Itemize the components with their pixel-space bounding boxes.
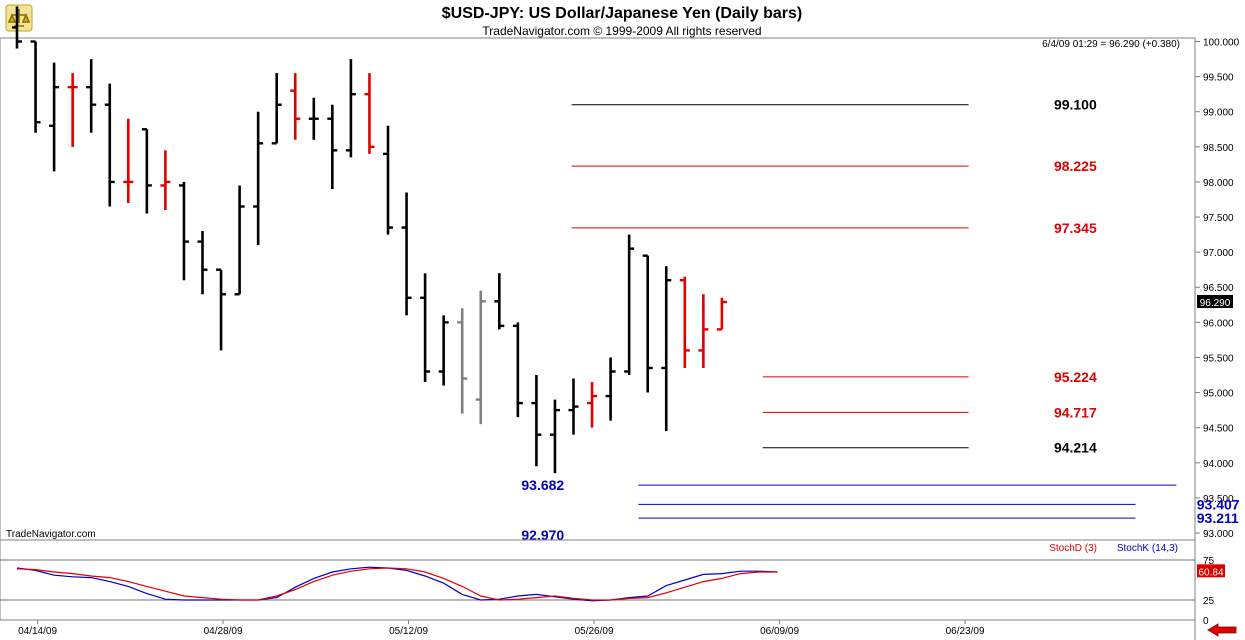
level-label: 95.224 bbox=[1054, 369, 1097, 385]
price-bar bbox=[457, 308, 468, 414]
date-tick-label: 04/14/09 bbox=[18, 626, 57, 637]
price-bar bbox=[698, 294, 709, 368]
price-tick-label: 100.000 bbox=[1203, 38, 1240, 49]
price-tick-label: 96.500 bbox=[1203, 283, 1234, 294]
price-bar bbox=[12, 6, 22, 49]
price-bar bbox=[141, 128, 152, 214]
stoch-last-value: 60.84 bbox=[1198, 567, 1223, 578]
stoch-tick-label: 0 bbox=[1203, 616, 1209, 627]
last-price-label: 96.290 bbox=[1200, 298, 1231, 309]
price-bar bbox=[661, 266, 672, 432]
price-bar bbox=[86, 59, 97, 133]
price-bar bbox=[383, 125, 393, 235]
price-bar bbox=[401, 192, 412, 316]
price-bars bbox=[12, 6, 727, 474]
price-bar bbox=[234, 185, 245, 296]
level-label: 93.407 bbox=[1197, 496, 1240, 512]
stoch-k-legend: StochK (14,3) bbox=[1117, 543, 1178, 554]
level-label: 99.100 bbox=[1054, 97, 1097, 113]
price-bar bbox=[679, 276, 690, 368]
stoch-k-line bbox=[16, 566, 778, 602]
date-tick-label: 05/26/09 bbox=[575, 626, 614, 637]
price-bar bbox=[123, 118, 134, 203]
level-label: 98.225 bbox=[1054, 158, 1097, 174]
price-bar bbox=[104, 83, 115, 207]
price-bar bbox=[271, 73, 282, 145]
price-bar bbox=[345, 59, 356, 158]
stochastic-panel bbox=[0, 539, 1196, 621]
price-bar bbox=[197, 231, 208, 295]
price-tick-label: 95.000 bbox=[1203, 389, 1234, 400]
date-tick-label: 05/12/09 bbox=[389, 626, 428, 637]
stoch-last-marker: 60.84 bbox=[1197, 564, 1225, 578]
price-bar bbox=[587, 382, 598, 428]
price-tick-label: 96.000 bbox=[1203, 318, 1234, 329]
level-label: 97.345 bbox=[1054, 220, 1097, 236]
price-bar bbox=[642, 254, 653, 393]
price-bar bbox=[512, 322, 523, 418]
price-bar bbox=[216, 268, 227, 351]
price-quote: 6/4/09 01:29 = 96.290 (+0.380) bbox=[1042, 39, 1180, 50]
scroll-arrow-icon[interactable] bbox=[1207, 623, 1237, 637]
stoch-tick-label: 25 bbox=[1203, 596, 1215, 607]
stoch-tick-label: 75 bbox=[1203, 556, 1215, 567]
stochastic-lines bbox=[0, 559, 1195, 602]
stoch-d-legend: StochD (3) bbox=[1049, 543, 1097, 554]
level-label: 93.682 bbox=[521, 477, 564, 493]
price-tick-label: 98.000 bbox=[1203, 178, 1234, 189]
price-bar bbox=[531, 375, 542, 467]
stochastic-axis: 75 25 0 bbox=[1203, 556, 1215, 627]
price-bar bbox=[160, 150, 171, 211]
price-tick-label: 97.500 bbox=[1203, 213, 1234, 224]
price-bar bbox=[30, 40, 41, 133]
price-bar bbox=[67, 73, 78, 147]
price-tick-label: 95.500 bbox=[1203, 353, 1234, 364]
price-bar bbox=[364, 73, 375, 154]
price-bar bbox=[420, 273, 431, 383]
price-bar bbox=[475, 290, 486, 425]
price-tick-label: 97.000 bbox=[1203, 248, 1234, 259]
price-tick-label: 99.500 bbox=[1203, 73, 1234, 84]
date-axis: 04/14/09 04/28/09 05/12/09 05/26/09 06/09/09… bbox=[18, 620, 985, 637]
price-bar bbox=[568, 378, 579, 435]
price-bar bbox=[624, 234, 635, 376]
level-label: 94.717 bbox=[1054, 404, 1097, 420]
date-tick-label: 06/09/09 bbox=[760, 626, 799, 637]
price-bar bbox=[438, 315, 449, 386]
price-bar bbox=[549, 399, 560, 474]
level-label: 92.970 bbox=[521, 527, 564, 543]
price-bar bbox=[308, 97, 319, 140]
price-bar bbox=[327, 104, 338, 189]
price-bar bbox=[716, 297, 727, 331]
logo-icon bbox=[5, 4, 33, 32]
price-tick-label: 93.000 bbox=[1203, 529, 1234, 540]
price-tick-label: 94.000 bbox=[1203, 459, 1234, 470]
level-label: 94.214 bbox=[1054, 440, 1097, 456]
date-tick-label: 06/23/09 bbox=[946, 626, 985, 637]
price-bar bbox=[290, 73, 301, 140]
price-bar bbox=[605, 357, 616, 421]
price-bar bbox=[178, 181, 189, 281]
price-tick-label: 99.000 bbox=[1203, 108, 1234, 119]
watermark: TradeNavigator.com bbox=[6, 529, 96, 540]
price-bar bbox=[49, 62, 60, 172]
price-bar bbox=[253, 111, 264, 246]
last-price-marker: 96.290 bbox=[1197, 294, 1233, 309]
level-label: 93.211 bbox=[1197, 510, 1239, 526]
price-panel bbox=[0, 37, 1196, 541]
price-tick-label: 94.500 bbox=[1203, 424, 1234, 435]
chart-subtitle: TradeNavigator.com © 1999-2009 All right… bbox=[482, 24, 761, 38]
date-tick-label: 04/28/09 bbox=[204, 626, 243, 637]
stoch-d-line bbox=[16, 567, 778, 601]
price-bar bbox=[494, 273, 505, 330]
price-tick-label: 93.500 bbox=[1203, 494, 1234, 505]
fib-levels: 99.100 98.225 97.345 95.224 94.717 94.214 93.6… bbox=[521, 97, 1239, 543]
price-axis: 100.000 99.500 99.000 98.500 98.000 97.500 97.… bbox=[1195, 38, 1240, 540]
price-tick-label: 98.500 bbox=[1203, 143, 1234, 154]
chart-title: $USD-JPY: US Dollar/Japanese Yen (Daily … bbox=[442, 5, 802, 22]
